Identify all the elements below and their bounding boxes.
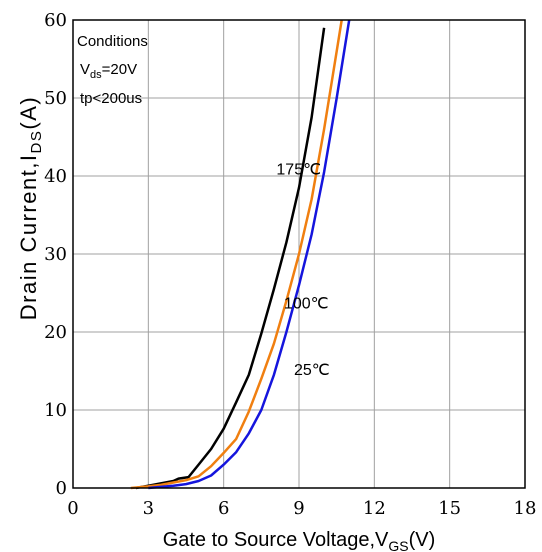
plot-frame bbox=[72, 19, 526, 489]
curve-label: 25℃ bbox=[294, 362, 330, 379]
y-tick-label: 30 bbox=[44, 244, 67, 265]
x-tick-label: 18 bbox=[514, 498, 537, 519]
x-tick-label: 12 bbox=[363, 498, 386, 519]
series-lines bbox=[130, 19, 351, 490]
x-tick-label: 6 bbox=[218, 498, 229, 519]
conditions-vds: Vds=20V bbox=[80, 61, 137, 81]
y-tick-label: 10 bbox=[44, 400, 67, 421]
y-tick-label: 60 bbox=[44, 10, 67, 31]
y-axis-label: Drain Current,IDS(A) bbox=[16, 96, 45, 320]
tick-labels: 0 3 6 9 12 15 18 0 10 20 30 40 50 60 bbox=[44, 10, 536, 519]
curve-label: 175℃ bbox=[276, 161, 321, 178]
x-tick-label: 0 bbox=[67, 498, 78, 519]
conditions-title: Conditions bbox=[77, 33, 148, 50]
y-tick-label: 50 bbox=[44, 88, 67, 109]
x-axis-label: Gate to Source Voltage,VGS(V) bbox=[163, 529, 436, 552]
conditions-box: Conditions Vds=20V tp<200us bbox=[77, 33, 148, 107]
series-line-25℃ bbox=[148, 19, 351, 490]
series-line-100℃ bbox=[130, 19, 343, 490]
x-tick-label: 9 bbox=[293, 498, 304, 519]
y-tick-label: 20 bbox=[44, 322, 67, 343]
x-tick-label: 15 bbox=[438, 498, 461, 519]
x-tick-label: 3 bbox=[143, 498, 154, 519]
curve-labels: 175℃ 100℃ 25℃ bbox=[276, 161, 329, 378]
conditions-tp: tp<200us bbox=[80, 90, 142, 107]
curve-label: 100℃ bbox=[284, 296, 329, 313]
y-tick-label: 40 bbox=[44, 166, 67, 187]
y-tick-label: 0 bbox=[56, 478, 67, 499]
series-line-175℃ bbox=[135, 27, 326, 490]
